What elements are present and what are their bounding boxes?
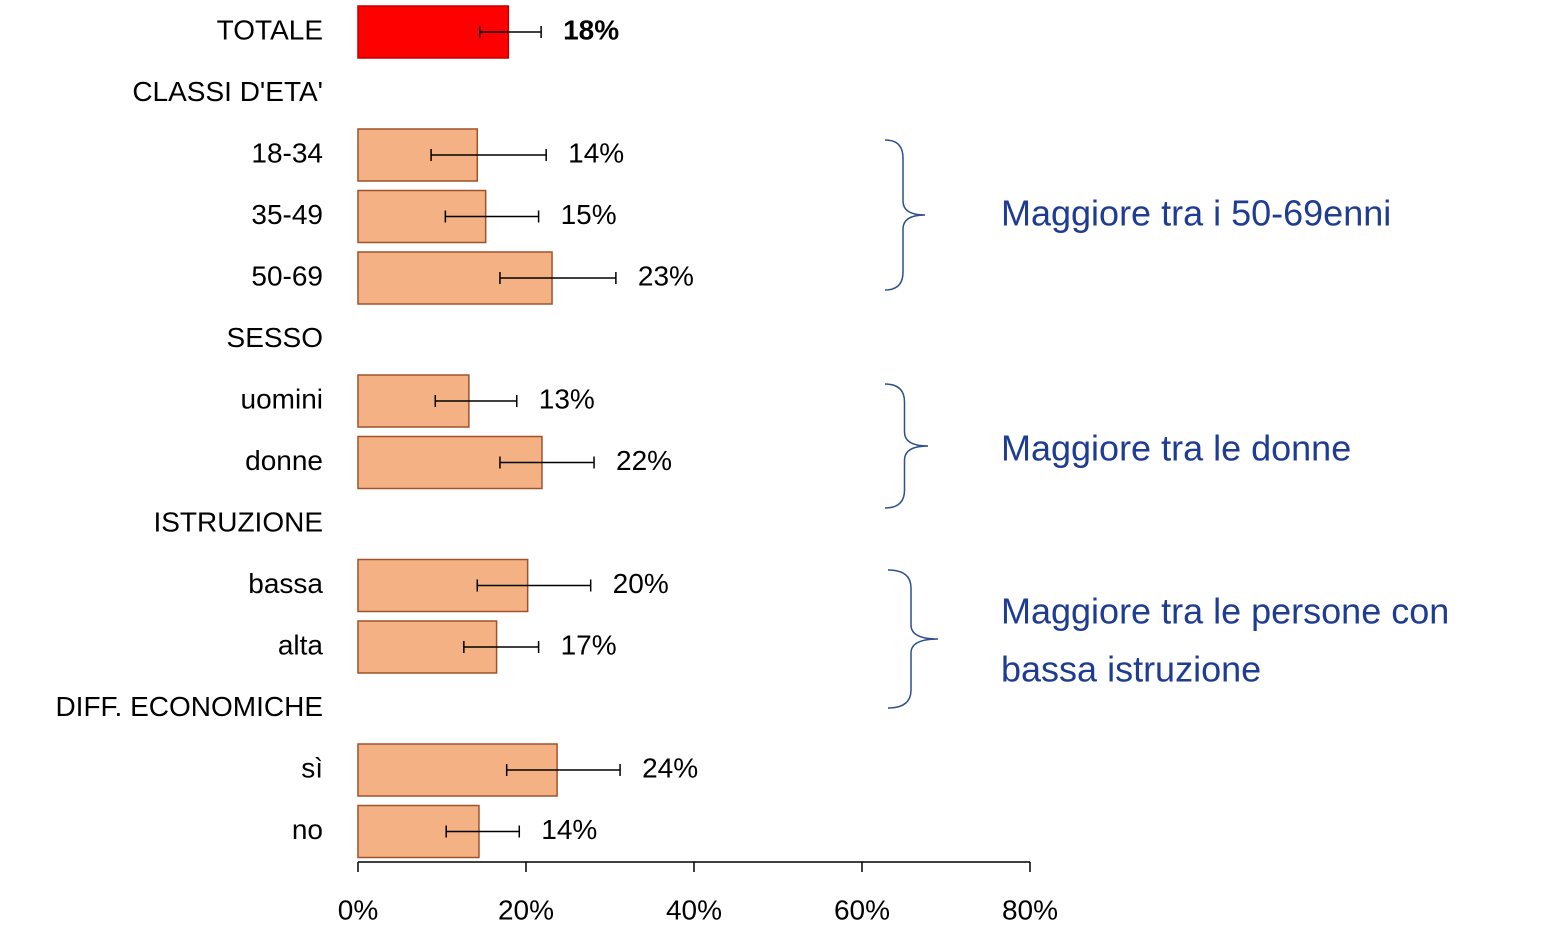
category-label: TOTALE	[217, 14, 323, 45]
brace	[884, 139, 926, 291]
category-label: 35-49	[251, 199, 323, 230]
category-label: CLASSI D'ETA'	[132, 76, 323, 107]
category-label: bassa	[248, 568, 323, 599]
category-label: uomini	[241, 383, 323, 414]
category-label: 18-34	[251, 137, 323, 168]
category-label: sì	[301, 752, 323, 783]
value-label: 17%	[561, 629, 617, 660]
value-label: 15%	[561, 199, 617, 230]
bar	[357, 374, 470, 428]
value-label: 23%	[638, 260, 694, 291]
category-label: no	[292, 814, 323, 845]
value-label: 14%	[541, 814, 597, 845]
annotation: Maggiore tra le persone con	[1001, 591, 1449, 632]
value-label: 18%	[563, 14, 619, 45]
category-label: donne	[245, 445, 323, 476]
value-label: 14%	[568, 137, 624, 168]
value-label: 22%	[616, 445, 672, 476]
category-label: SESSO	[227, 322, 323, 353]
value-label: 20%	[613, 568, 669, 599]
annotation: Maggiore tra le donne	[1001, 428, 1351, 469]
category-label: DIFF. ECONOMICHE	[55, 691, 323, 722]
annotation: Maggiore tra i 50-69enni	[1001, 193, 1391, 234]
x-tick-label: 40%	[666, 894, 722, 925]
x-tick-label: 0%	[338, 894, 378, 925]
value-label: 24%	[642, 752, 698, 783]
x-tick-label: 60%	[834, 894, 890, 925]
annotation: bassa istruzione	[1001, 649, 1261, 690]
category-label: ISTRUZIONE	[153, 506, 323, 537]
category-label: 50-69	[251, 260, 323, 291]
category-label: alta	[278, 629, 324, 660]
x-tick-label: 80%	[1002, 894, 1058, 925]
x-tick-label: 20%	[498, 894, 554, 925]
brace	[887, 569, 939, 709]
value-label: 13%	[539, 383, 595, 414]
brace	[884, 383, 929, 509]
